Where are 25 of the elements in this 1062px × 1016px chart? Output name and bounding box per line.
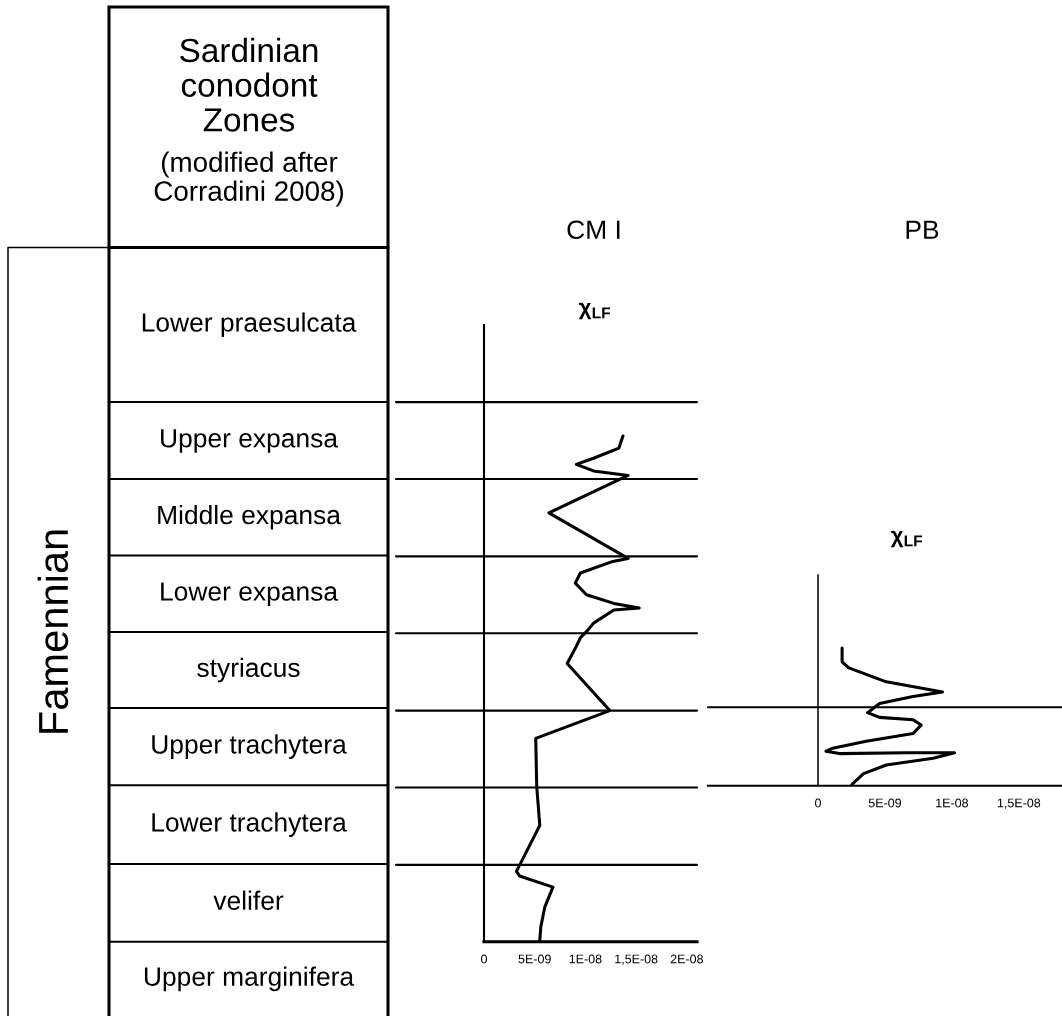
x-tick-label: 1,5E-08 xyxy=(997,798,1041,809)
x-tick-label: 0 xyxy=(815,798,821,808)
x-tick-label: 2E-08 xyxy=(670,954,703,964)
category-label: Upper trachytera xyxy=(152,734,347,759)
chart-title: CM I xyxy=(567,220,620,240)
text: Sardinian conodont Zones xyxy=(180,37,318,132)
x-tick-label: 1,5E-08 xyxy=(615,954,658,965)
x-tick-label: 1E-08 xyxy=(569,954,602,964)
category-label: styriacus xyxy=(197,657,300,683)
text: (modified after Corradini 2008) xyxy=(154,151,344,207)
x-axis-title: χ$_{LF}$ xyxy=(578,302,611,320)
x-tick-label: 0 xyxy=(481,954,487,964)
category-label: Middle expansa xyxy=(158,504,341,530)
category-label: Upper expansa xyxy=(161,429,338,453)
category-label: Lower trachytera xyxy=(152,812,347,837)
category-label: Lower praesulcata xyxy=(142,312,357,338)
text: Famennian xyxy=(37,530,69,733)
chart-title: PB xyxy=(906,220,939,239)
category-label: Lower expansa xyxy=(161,582,338,607)
category-label: Upper marginifera xyxy=(144,966,355,992)
x-tick-label: 5E-09 xyxy=(518,954,551,964)
category-label: velifer xyxy=(213,890,284,910)
x-axis-title: χ$_{LF}$ xyxy=(890,530,923,548)
x-tick-label: 1E-08 xyxy=(936,798,969,808)
x-tick-label: 5E-09 xyxy=(868,798,902,808)
